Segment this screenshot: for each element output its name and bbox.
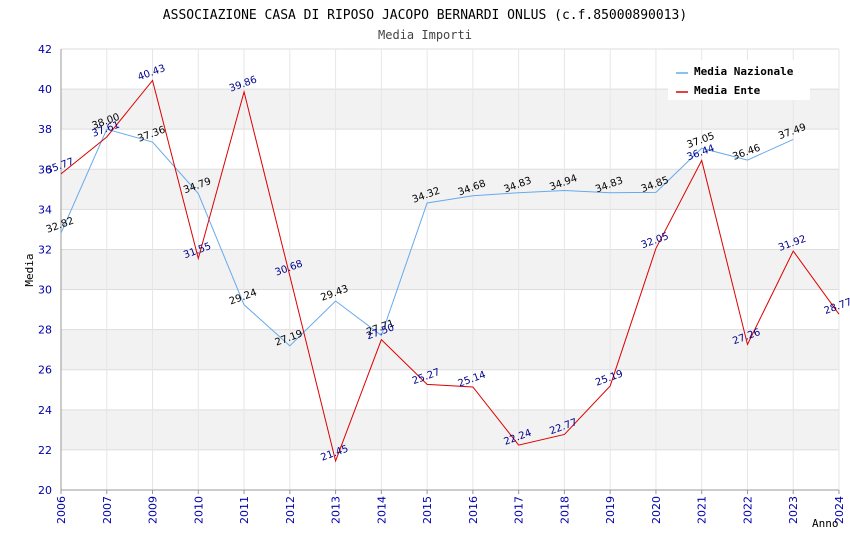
y-tick-label: 38 (38, 123, 52, 136)
y-tick-label: 40 (38, 83, 52, 96)
x-tick-label: 2015 (421, 496, 434, 524)
legend: Media Nazionale Media Ente (668, 60, 810, 100)
x-tick-label: 2010 (192, 496, 205, 524)
x-tick-label: 2017 (513, 496, 526, 524)
y-tick-labels: 20 22 24 26 28 30 32 34 36 38 40 42 (38, 43, 52, 497)
y-tick-label: 20 (38, 484, 52, 497)
chart-title: ASSOCIAZIONE CASA DI RIPOSO JACOPO BERNA… (163, 8, 687, 23)
x-tick-label: 2006 (55, 496, 68, 524)
data-label-ente: 40.43 (136, 63, 167, 83)
series-line-ente (60, 79, 840, 463)
x-tick-label: 2023 (787, 496, 800, 524)
data-label-nazionale: 32.82 (45, 216, 76, 236)
x-tick-label: 2016 (467, 496, 480, 524)
x-tick-label: 2018 (558, 496, 571, 524)
y-tick-label: 24 (38, 404, 52, 417)
x-tick-label: 2007 (101, 496, 114, 524)
grid-bands (61, 89, 839, 450)
x-tick-label: 2024 (833, 496, 846, 524)
y-tick-label: 22 (38, 444, 52, 457)
x-tick-label: 2020 (650, 496, 663, 524)
y-tick-label: 42 (38, 43, 52, 56)
legend-label-ente: Media Ente (694, 84, 761, 97)
data-label-ente: 28.77 (823, 297, 850, 317)
x-tick-label: 2013 (330, 496, 343, 524)
axes (60, 49, 840, 494)
y-tick-label: 26 (38, 364, 52, 377)
legend-label-nazionale: Media Nazionale (694, 65, 794, 78)
y-tick-label: 36 (38, 163, 52, 176)
data-label-ente: 25.19 (594, 369, 625, 389)
y-tick-label: 30 (38, 284, 52, 297)
x-tick-label: 2012 (284, 496, 297, 524)
x-tick-label: 2009 (147, 496, 160, 524)
data-label-nazionale: 29.24 (228, 287, 259, 307)
grid-band (61, 169, 839, 210)
grid-band (61, 329, 839, 370)
legend-box (668, 60, 810, 100)
y-tick-label: 32 (38, 243, 52, 256)
x-axis-label: Anno (812, 517, 839, 530)
y-tick-label: 28 (38, 324, 52, 337)
grid-band (61, 409, 839, 450)
x-tick-label: 2014 (375, 496, 388, 524)
series-line-nazionale (60, 128, 794, 347)
x-tick-labels: 2006 2007 2009 2010 2011 2012 2013 2014 2015 2016… (55, 496, 846, 524)
chart-subtitle: Media Importi (378, 28, 472, 42)
series-lines (60, 79, 840, 463)
data-label-ente: 32.05 (640, 231, 671, 251)
x-tick-label: 2011 (238, 496, 251, 524)
y-axis-label: Media (23, 253, 36, 286)
x-tick-label: 2019 (604, 496, 617, 524)
x-tick-label: 2022 (741, 496, 754, 524)
y-tick-label: 34 (38, 203, 52, 216)
x-tick-label: 2021 (696, 496, 709, 524)
grid-band (61, 249, 839, 290)
